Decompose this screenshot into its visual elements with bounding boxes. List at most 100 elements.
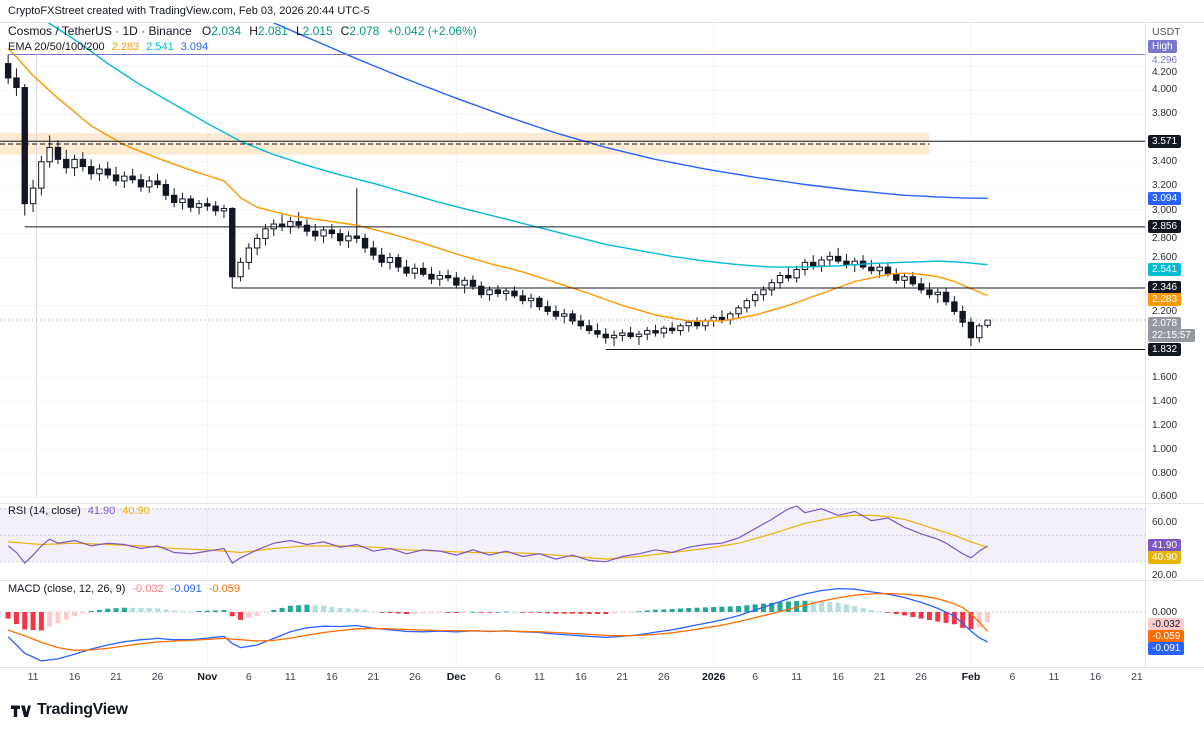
candle-body xyxy=(79,158,87,168)
macd-histogram-bar xyxy=(877,611,883,613)
price-axis-badge: High xyxy=(1148,40,1177,53)
tradingview-logo[interactable]: TradingView xyxy=(10,701,128,719)
candle-body xyxy=(345,235,352,242)
candle-body xyxy=(220,207,228,212)
candle-body xyxy=(486,289,493,296)
macd-histogram-bar xyxy=(910,612,916,617)
macd-histogram-bar xyxy=(702,607,708,612)
candle-body xyxy=(245,247,253,263)
price-axis-tick: 4.200 xyxy=(1152,67,1178,78)
macd-histogram-bar xyxy=(603,612,609,614)
candle-body xyxy=(121,175,128,182)
rsi-value: 41.90 xyxy=(87,505,116,517)
macd-line-value: -0.091 xyxy=(170,583,202,595)
low-label: L xyxy=(295,24,303,38)
time-axis-label: 26 xyxy=(409,671,421,683)
candle-body xyxy=(436,275,443,280)
macd-histogram-bar xyxy=(38,612,44,631)
macd-histogram-bar xyxy=(968,612,974,630)
price-axis-tick: 2.200 xyxy=(1152,306,1178,318)
candle-body xyxy=(411,267,419,274)
macd-histogram-bar xyxy=(221,610,227,612)
macd-histogram-bar xyxy=(254,612,260,616)
candle-body xyxy=(868,266,875,272)
candle-body xyxy=(386,257,394,263)
time-axis-label: 16 xyxy=(575,671,587,683)
candle-body xyxy=(685,321,692,327)
rsi-legend[interactable]: RSI (14, close) 41.90 40.90 xyxy=(8,505,150,517)
macd-histogram-bar xyxy=(951,612,957,625)
candle-body xyxy=(793,269,800,279)
macd-legend[interactable]: MACD (close, 12, 26, 9) -0.032 -0.091 -0.05… xyxy=(8,583,240,595)
macd-signal-line xyxy=(7,592,989,651)
macd-histogram-bar xyxy=(88,611,94,612)
macd-histogram-bar xyxy=(561,612,567,614)
candle-body xyxy=(403,266,410,274)
time-axis-label: 11 xyxy=(533,671,545,683)
tradingview-logo-icon xyxy=(11,705,31,717)
macd-histogram-bar xyxy=(868,610,874,612)
macd-histogram-bar xyxy=(960,612,966,628)
candle-body xyxy=(942,291,950,303)
ema-legend[interactable]: EMA 20/50/100/200 2.283 2.541 3.094 xyxy=(8,41,208,53)
price-axis-badge: -0.059 xyxy=(1148,629,1185,643)
time-axis-label: 21 xyxy=(110,671,122,683)
candle-body xyxy=(519,295,526,302)
candle-body xyxy=(378,254,385,263)
candle-body xyxy=(876,266,883,272)
change-value: +0.042 (+2.06%) xyxy=(387,24,477,38)
macd-histogram-bar xyxy=(570,612,576,614)
candle-body xyxy=(917,283,925,291)
candle-body xyxy=(934,291,941,296)
price-axis[interactable]: High 4.296 4.200 4.000 3.800 3.571 3.400 3.200 3… xyxy=(1146,0,1204,731)
macd-histogram-bar xyxy=(545,612,551,614)
symbol-title[interactable]: Cosmos / TetherUS · 1D · Binance xyxy=(8,24,192,38)
macd-histogram xyxy=(5,600,991,631)
candle-body xyxy=(536,297,543,308)
candle-body xyxy=(336,233,344,242)
macd-histogram-bar xyxy=(362,610,368,612)
candle-body xyxy=(428,273,435,280)
candle-body xyxy=(54,146,62,160)
macd-histogram-bar xyxy=(246,612,252,618)
macd-histogram-bar xyxy=(146,608,152,612)
price-axis-tick: 3.800 xyxy=(1152,108,1178,120)
time-axis-label: 16 xyxy=(326,671,338,683)
time-axis[interactable]: 11 16 21 26 Nov 6 11 16 21 26 Dec 6 11 16 21 26 2026 6 11 1… xyxy=(0,669,1145,689)
time-axis-label: 11 xyxy=(1048,671,1060,683)
time-axis-label: 26 xyxy=(658,671,670,683)
symbol-legend[interactable]: Cosmos / TetherUS · 1D · Binance O2.034 H2… xyxy=(8,24,477,38)
candle-body xyxy=(21,87,28,205)
macd-histogram-bar xyxy=(130,607,136,612)
candle-body xyxy=(461,279,468,286)
macd-histogram-bar xyxy=(412,612,418,614)
high-label: H xyxy=(249,24,258,38)
time-axis-label: 26 xyxy=(151,671,164,683)
candle-body xyxy=(884,266,892,275)
macd-histogram-bar xyxy=(528,612,534,613)
candle-body xyxy=(660,327,668,334)
macd-histogram-bar xyxy=(843,604,849,612)
candle-body xyxy=(237,261,244,278)
time-axis-label: 6 xyxy=(494,671,501,683)
rsi-ma-value: 40.90 xyxy=(122,505,150,517)
candle-body xyxy=(4,63,12,79)
macd-histogram-bar xyxy=(387,612,393,613)
macd-histogram-bar xyxy=(594,612,600,614)
time-axis-label: 21 xyxy=(367,671,380,683)
candle-body xyxy=(893,273,900,281)
macd-histogram-bar xyxy=(72,612,78,616)
macd-histogram-bar xyxy=(769,602,775,612)
macd-histogram-bar xyxy=(744,605,750,612)
time-axis-label: Nov xyxy=(197,671,218,683)
candle-body xyxy=(511,290,518,297)
macd-histogram-bar xyxy=(345,608,351,612)
candle-body xyxy=(453,277,460,286)
candle-body xyxy=(760,289,767,296)
time-axis-label: 6 xyxy=(752,671,759,683)
candle-body xyxy=(13,77,20,89)
ema20-value: 2.283 xyxy=(111,41,140,53)
macd-histogram-bar xyxy=(262,612,268,613)
price-axis-tick: 1.000 xyxy=(1152,443,1178,455)
